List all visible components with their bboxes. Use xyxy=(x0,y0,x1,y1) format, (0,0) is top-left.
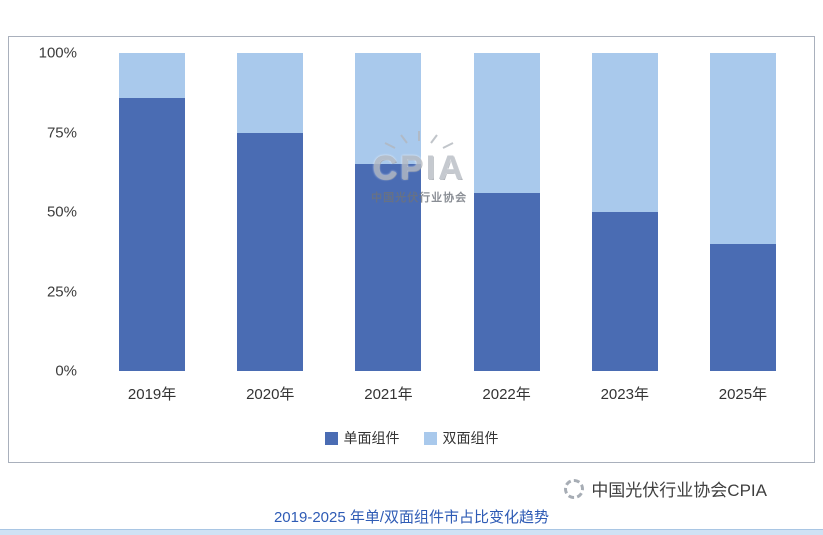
x-axis-label: 2023年 xyxy=(600,386,649,403)
stacked-bar xyxy=(119,53,186,371)
legend-label: 单面组件 xyxy=(343,430,400,446)
bar-2020年 xyxy=(211,53,329,371)
segment-双面组件 xyxy=(591,53,658,212)
segment-单面组件 xyxy=(709,243,776,371)
y-axis-label: 0% xyxy=(55,362,77,380)
x-axis: 2019年 2020年 2021年 2022年 2023年 2025年 xyxy=(93,383,814,404)
segment-单面组件 xyxy=(591,212,658,371)
y-axis-label: 50% xyxy=(46,203,77,221)
x-axis-label: 2019年 xyxy=(127,386,177,403)
segment-双面组件 xyxy=(709,53,776,244)
segment-单面组件 xyxy=(237,132,304,371)
x-axis-label: 2025年 xyxy=(718,386,768,403)
stacked-bar xyxy=(709,53,776,371)
y-axis-label: 75% xyxy=(46,124,77,141)
segment-双面组件 xyxy=(119,53,186,98)
plot-area: CPIA 中国光伏行业协会 xyxy=(93,53,802,371)
segment-单面组件 xyxy=(473,192,540,371)
legend-swatch-icon xyxy=(324,431,338,445)
next-section-edge xyxy=(0,529,823,535)
legend-item-双面组件: 双面组件 xyxy=(423,428,499,448)
y-axis-label: 100% xyxy=(38,44,77,62)
bar-2025年 xyxy=(684,53,802,371)
chart-caption: 2019-2025 年单/双面组件市占比变化趋势 xyxy=(273,509,550,526)
y-axis-label: 25% xyxy=(46,283,77,300)
stacked-bar xyxy=(591,53,658,371)
legend-swatch-icon xyxy=(423,431,437,445)
attribution: 中国光伏行业协会CPIA xyxy=(564,476,767,501)
bar-2019年 xyxy=(93,53,211,371)
bar-2021年 xyxy=(329,53,447,371)
y-axis: 100% 75% 50% 25% 0% xyxy=(9,45,93,380)
segment-单面组件 xyxy=(119,97,186,371)
segment-双面组件 xyxy=(355,53,422,165)
legend-item-单面组件: 单面组件 xyxy=(324,428,400,448)
bar-2023年 xyxy=(566,53,684,371)
attribution-text: 中国光伏行业协会CPIA xyxy=(591,481,767,500)
chart-panel: 100% 75% 50% 25% 0% CPIA 中国光伏行业协会 2019年 2020年… xyxy=(8,36,815,463)
stacked-bar xyxy=(355,53,422,371)
segment-双面组件 xyxy=(237,53,304,133)
legend: 单面组件 双面组件 xyxy=(9,428,814,448)
segment-双面组件 xyxy=(473,53,540,193)
segment-单面组件 xyxy=(355,164,422,371)
stacked-bar xyxy=(473,53,540,371)
cpia-logo-icon xyxy=(564,478,585,499)
plot-wrap: 100% 75% 50% 25% 0% CPIA 中国光伏行业协会 xyxy=(9,45,814,380)
legend-label: 双面组件 xyxy=(442,430,499,446)
bar-2022年 xyxy=(448,53,566,371)
x-axis-label: 2020年 xyxy=(246,386,295,403)
x-axis-label: 2021年 xyxy=(364,386,413,403)
x-axis-label: 2022年 xyxy=(482,386,531,403)
stacked-bar xyxy=(237,53,304,371)
